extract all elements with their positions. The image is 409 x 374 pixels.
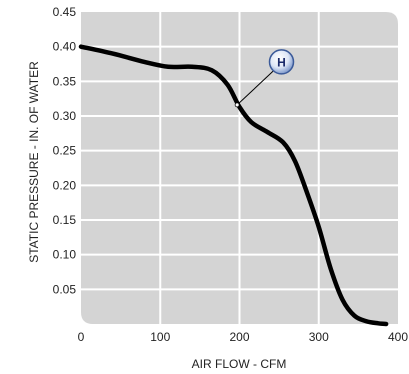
plot-area xyxy=(81,12,398,324)
y-tick-label: 0.20 xyxy=(53,178,77,192)
x-tick-label: 0 xyxy=(78,330,85,344)
annotation-point xyxy=(234,102,240,108)
y-tick-label: 0.15 xyxy=(53,213,77,227)
y-tick-label: 0.10 xyxy=(53,248,77,262)
y-tick-label: 0.30 xyxy=(53,109,77,123)
x-tick-label: 300 xyxy=(309,330,329,344)
x-tick-labels: 0 100 200 300 400 xyxy=(78,330,409,344)
x-tick-label: 400 xyxy=(388,330,408,344)
y-axis-label: STATIC PRESSURE - IN. OF WATER xyxy=(27,61,41,263)
annotation-leader-line xyxy=(236,68,276,106)
curve-layer xyxy=(78,44,389,327)
y-tick-label: 0.40 xyxy=(53,40,77,54)
x-axis-label: AIR FLOW - CFM xyxy=(192,357,287,371)
y-tick-label: 0.35 xyxy=(53,74,77,88)
annotation-layer: H xyxy=(234,49,295,108)
x-tick-label: 100 xyxy=(150,330,170,344)
y-tick-label: 0.05 xyxy=(53,282,77,296)
y-tick-label: 0.45 xyxy=(53,5,77,19)
y-tick-labels: 0.05 0.10 0.15 0.20 0.25 0.30 0.35 0.40 0.45 xyxy=(53,5,77,296)
y-tick-label: 0.25 xyxy=(53,144,77,158)
annotation-badge-label: H xyxy=(277,55,286,69)
x-tick-label: 200 xyxy=(229,330,249,344)
fan-curve-line xyxy=(78,44,389,327)
annotation-badge xyxy=(268,49,295,75)
